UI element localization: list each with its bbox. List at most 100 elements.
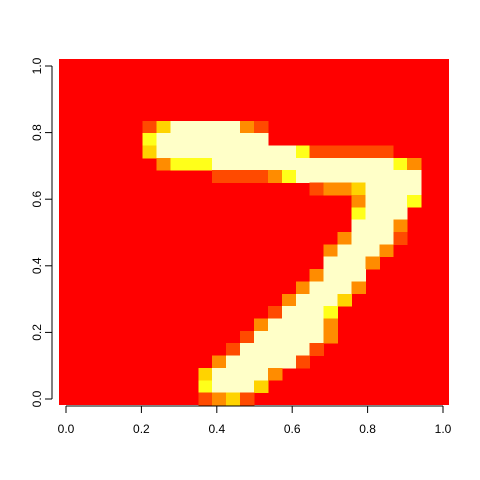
heatmap-cell — [226, 392, 241, 406]
heatmap-cell — [267, 306, 283, 319]
heatmap-cell — [170, 145, 185, 159]
x-tick-label: 0.0 — [58, 422, 75, 436]
heatmap-cell — [254, 133, 269, 146]
heatmap-cell — [309, 318, 325, 332]
heatmap-cell — [226, 170, 241, 183]
x-tick-label: 0.4 — [208, 422, 225, 436]
heatmap-cell — [240, 330, 255, 344]
heatmap-cell — [267, 367, 283, 381]
heatmap-cell — [351, 256, 366, 270]
heatmap-cell — [142, 133, 157, 146]
heatmap-cell — [226, 120, 241, 134]
y-axis: 0.0 0.2 0.4 0.6 0.8 1.0 — [30, 57, 53, 407]
heatmap-cell — [226, 343, 241, 356]
heatmap-cell — [337, 170, 352, 183]
heatmap-cell — [365, 219, 380, 233]
heatmap-cell — [323, 157, 338, 171]
heatmap-cell — [212, 367, 227, 381]
heatmap-cell — [379, 232, 394, 245]
heatmap-cell — [240, 145, 255, 159]
heatmap-cell — [240, 355, 255, 369]
heatmap-cell — [198, 145, 213, 159]
heatmap-cell — [240, 133, 255, 146]
heatmap-cell — [323, 182, 338, 196]
heatmap-cell — [240, 367, 255, 381]
x-tick-label: 1.0 — [435, 422, 452, 436]
heatmap-cell — [267, 145, 283, 159]
heatmap-cell — [170, 133, 185, 146]
heatmap-cell — [267, 330, 283, 344]
heatmap-cell — [351, 244, 366, 258]
heatmap-cell — [309, 330, 325, 344]
heatmap-cell — [198, 380, 213, 394]
x-tick-label: 0.2 — [133, 422, 150, 436]
heatmap-cell — [184, 157, 199, 171]
heatmap-cell — [365, 256, 380, 270]
heatmap-cell — [254, 120, 269, 134]
heatmap-cell — [295, 157, 311, 171]
heatmap-cell — [295, 145, 311, 159]
heatmap-cell — [379, 145, 394, 159]
heatmap-cell — [309, 343, 325, 356]
heatmap-cell — [365, 232, 380, 245]
heatmap-cell — [351, 194, 366, 208]
heatmap-cell — [184, 133, 199, 146]
heatmap-cell — [212, 157, 227, 171]
heatmap-cell — [365, 182, 380, 196]
heatmap-cell — [337, 182, 352, 196]
heatmap-cell — [295, 293, 311, 307]
heatmap-cell — [156, 145, 171, 159]
heatmap-cell — [393, 207, 408, 221]
heatmap-cell — [365, 145, 380, 159]
heatmap-cell — [281, 157, 297, 171]
heatmap-cell — [351, 207, 366, 221]
heatmap-cell — [156, 157, 171, 171]
heatmap-cell — [323, 306, 338, 319]
heatmap-cell — [267, 318, 283, 332]
heatmap-cell — [351, 170, 366, 183]
heatmap-cell — [240, 392, 255, 406]
heatmap-cell — [309, 269, 325, 282]
heatmap-cell — [337, 145, 352, 159]
heatmap-cell — [281, 170, 297, 183]
heatmap-cell — [379, 244, 394, 258]
heatmap-cell — [240, 343, 255, 356]
heatmap-cell — [351, 269, 366, 282]
heatmap-cell — [323, 330, 338, 344]
heatmap-cell — [295, 281, 311, 295]
y-tick-label: 1.0 — [30, 57, 44, 74]
y-tick-label: 0.6 — [30, 191, 44, 208]
heatmap-cell — [156, 133, 171, 146]
heatmap-cell — [281, 306, 297, 319]
heatmap-cell — [323, 145, 338, 159]
heatmap-cell — [365, 244, 380, 258]
heatmap-cell — [379, 157, 394, 171]
heatmap-cell — [212, 145, 227, 159]
heatmap-cell — [281, 293, 297, 307]
heatmap-cell — [337, 157, 352, 171]
heatmap-cell — [295, 355, 311, 369]
x-tick-label: 0.8 — [359, 422, 376, 436]
heatmap-cell — [323, 256, 338, 270]
heatmap-cell — [281, 330, 297, 344]
heatmap-cell — [393, 219, 408, 233]
heatmap-cell — [267, 343, 283, 356]
heatmap-cell — [323, 269, 338, 282]
heatmap-cell — [309, 170, 325, 183]
heatmap-cell — [198, 392, 213, 406]
heatmap-cell — [240, 380, 255, 394]
heatmap-cell — [379, 194, 394, 208]
heatmap-cell — [407, 157, 422, 171]
heatmap-cell — [212, 120, 227, 134]
heatmap-cell — [393, 157, 408, 171]
heatmap-cell — [407, 170, 422, 183]
heatmap-cell — [281, 355, 297, 369]
heatmap-cell — [393, 194, 408, 208]
heatmap-cell — [156, 120, 171, 134]
heatmap-cell — [365, 170, 380, 183]
heatmap-cell — [254, 145, 269, 159]
heatmap-cell — [212, 133, 227, 146]
x-tick-label: 0.6 — [284, 422, 301, 436]
heatmap-cell — [226, 145, 241, 159]
heatmap-cell — [365, 194, 380, 208]
